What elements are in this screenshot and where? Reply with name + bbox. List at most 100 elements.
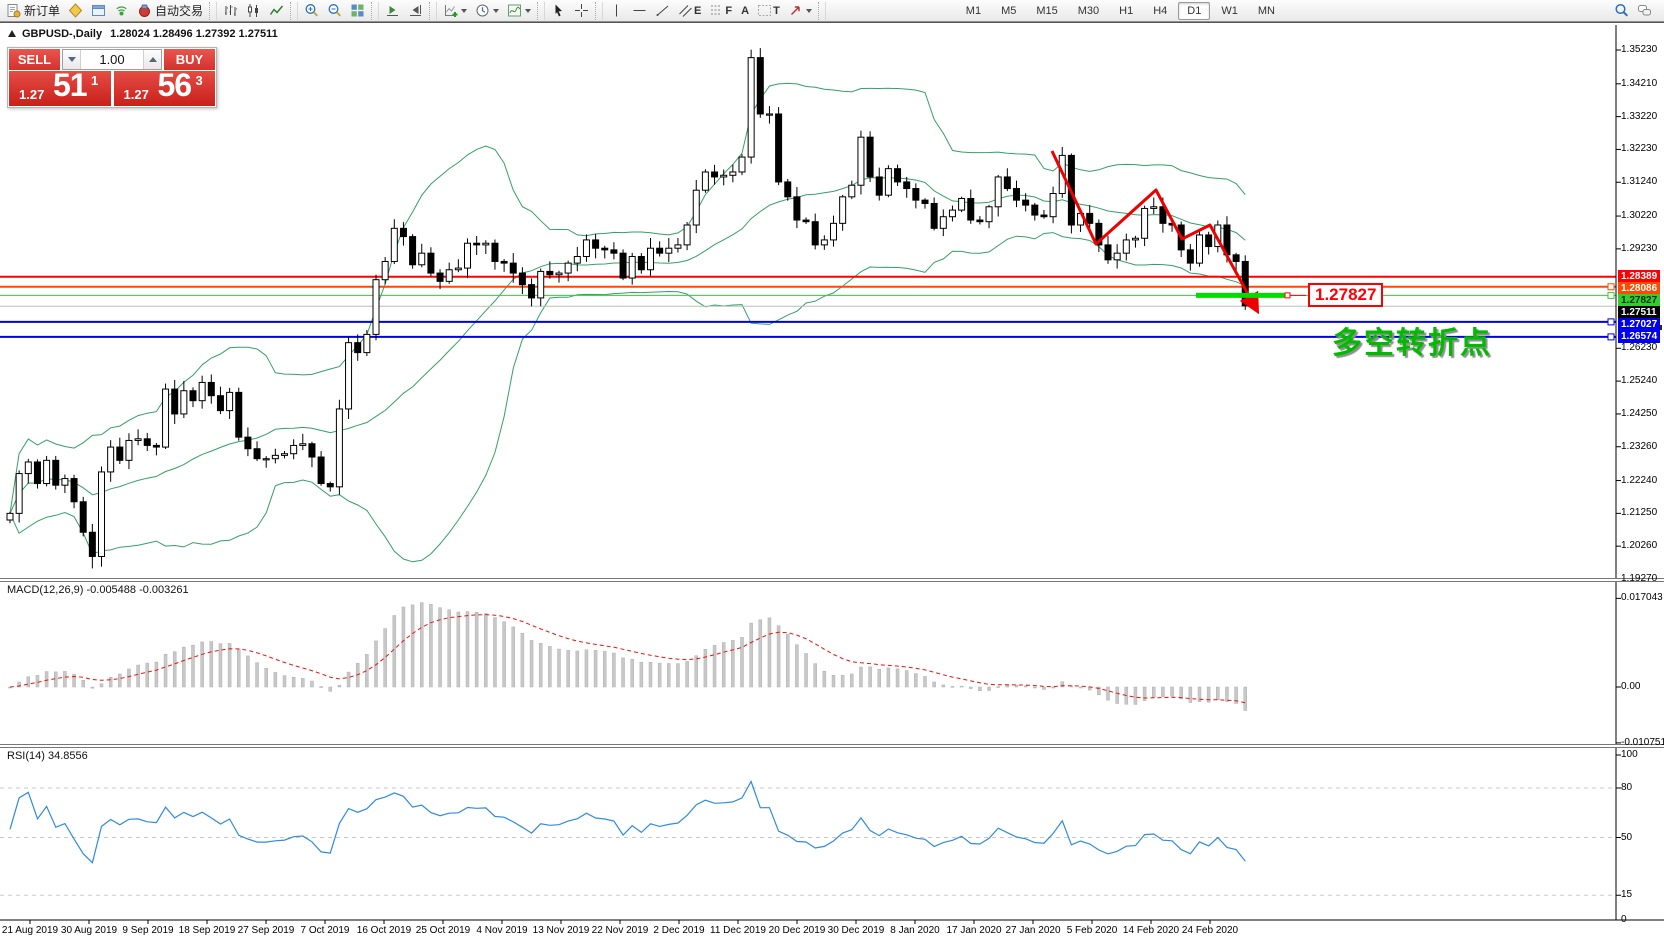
terminal-icon bbox=[92, 5, 106, 16]
panel-separator[interactable] bbox=[0, 744, 1664, 748]
chinese-annotation-text[interactable]: 多空转折点 bbox=[1332, 327, 1492, 360]
date-tick-label: 16 Oct 2019 bbox=[356, 925, 412, 936]
toolbar-indicators-button[interactable] bbox=[440, 0, 470, 21]
timeframe-M15[interactable]: M15 bbox=[1036, 4, 1058, 17]
toolbar-divider bbox=[290, 1, 299, 20]
auto-scroll-icon bbox=[387, 6, 399, 16]
toolbar-tile-windows-button[interactable] bbox=[347, 0, 368, 21]
main-chart-canvas[interactable] bbox=[0, 23, 1664, 942]
toolbar-terminal-button[interactable] bbox=[88, 0, 109, 21]
timeframe-H1[interactable]: H1 bbox=[1119, 4, 1134, 17]
toolbar-text-label-button[interactable]: T bbox=[754, 0, 783, 21]
one-click-trading-panel: SELL 1.00 BUY 1.27 51 1 1.27 56 3 bbox=[7, 47, 217, 108]
toolbar-fibonacci-button[interactable]: F bbox=[706, 0, 735, 21]
macd-tick-label: 0.017043 bbox=[1621, 592, 1663, 604]
price-tick-label: 1.23260 bbox=[1621, 440, 1658, 452]
timeframe-M5[interactable]: M5 bbox=[1001, 4, 1017, 17]
horizontal-line-icon bbox=[633, 10, 646, 11]
periods-icon bbox=[476, 4, 489, 17]
toolbar-autotrading-button[interactable]: 自动交易 bbox=[134, 0, 206, 21]
buy-price-box[interactable]: 1.27 56 3 bbox=[113, 71, 215, 106]
price-flag-label: 1.28086 bbox=[1618, 282, 1661, 296]
toolbar-candlestick-chart-button[interactable] bbox=[243, 0, 264, 21]
toolbar-text-button[interactable]: A bbox=[737, 0, 752, 21]
timeframe-D1[interactable]: D1 bbox=[1178, 1, 1211, 20]
zoom-out-icon bbox=[328, 4, 342, 17]
toolbar-cursor-button[interactable] bbox=[548, 0, 569, 21]
timeframe-MN[interactable]: MN bbox=[1257, 4, 1275, 17]
toolbar-divider bbox=[537, 1, 546, 20]
text-label-glyph: T bbox=[773, 4, 780, 17]
toolbar-vertical-line-button[interactable] bbox=[606, 0, 627, 21]
toolbar-arrows-button[interactable] bbox=[785, 0, 815, 21]
price-tick-label: 1.24250 bbox=[1621, 407, 1658, 419]
autotrading-label: 自动交易 bbox=[155, 4, 204, 18]
price-tick-label: 1.29230 bbox=[1621, 242, 1658, 254]
rsi-indicator-label: RSI(14) 34.8556 bbox=[7, 750, 88, 762]
line-chart-icon bbox=[269, 5, 284, 15]
rsi-tick-label: 0 bbox=[1621, 914, 1627, 925]
chart-title-bar[interactable]: GBPUSD-,Daily 1.28024 1.28496 1.27392 1.… bbox=[8, 28, 278, 40]
chevron-down-icon bbox=[493, 8, 500, 13]
chevron-down-icon bbox=[461, 8, 468, 13]
rsi-tick-label: 100 bbox=[1621, 749, 1638, 760]
chart-window[interactable]: GBPUSD-,Daily 1.28024 1.28496 1.27392 1.… bbox=[0, 22, 1664, 941]
text-glyph: A bbox=[741, 4, 750, 17]
toolbar-line-chart-button[interactable] bbox=[266, 0, 287, 21]
toolbar-auto-scroll-button[interactable] bbox=[382, 0, 403, 21]
date-tick-label: 8 Jan 2020 bbox=[890, 925, 940, 936]
crosshair-icon bbox=[575, 4, 589, 17]
rsi-tick-label: 50 bbox=[1621, 831, 1633, 843]
volume-input[interactable]: 1.00 bbox=[99, 52, 125, 67]
date-tick-label: 14 Feb 2020 bbox=[1122, 925, 1180, 936]
toolbar-crosshair-button[interactable] bbox=[571, 0, 592, 21]
toolbar-chat-button[interactable] bbox=[1634, 0, 1655, 21]
date-tick-label: 20 Dec 2019 bbox=[768, 925, 826, 936]
toolbar-metaeditor-button[interactable] bbox=[65, 0, 86, 21]
chevron-down-icon bbox=[805, 8, 812, 13]
toolbar-periods-button[interactable] bbox=[472, 0, 502, 21]
price-flag-label: 1.27027 bbox=[1618, 318, 1661, 332]
panel-separator[interactable] bbox=[0, 578, 1664, 582]
collapse-chart-icon[interactable] bbox=[8, 29, 16, 37]
price-tick-label: 1.33220 bbox=[1621, 110, 1658, 122]
date-tick-label: 27 Sep 2019 bbox=[237, 925, 295, 936]
buy-price-prefix: 1.27 bbox=[123, 87, 149, 102]
toolbar-zoom-in-button[interactable] bbox=[301, 0, 322, 21]
timeframe-H4[interactable]: H4 bbox=[1153, 4, 1168, 17]
toolbar-search-button[interactable] bbox=[1611, 0, 1632, 21]
tile-windows-icon bbox=[351, 4, 364, 17]
toolbar-horizontal-line-button[interactable] bbox=[629, 0, 650, 21]
sell-price-box[interactable]: 1.27 51 1 bbox=[9, 71, 111, 106]
volume-spinner: 1.00 bbox=[62, 49, 162, 70]
toolbar-trendline-button[interactable] bbox=[652, 0, 673, 21]
toolbar-chart-shift-button[interactable] bbox=[405, 0, 426, 21]
date-tick-label: 22 Nov 2019 bbox=[591, 925, 649, 936]
date-tick-label: 25 Oct 2019 bbox=[415, 925, 471, 936]
search-icon bbox=[1615, 3, 1629, 17]
sell-button[interactable]: SELL bbox=[9, 49, 60, 70]
zoom-in-icon bbox=[305, 4, 319, 17]
price-flag-label: 1.28389 bbox=[1618, 270, 1661, 284]
toolbar-templates-button[interactable] bbox=[504, 0, 534, 21]
templates-icon bbox=[508, 4, 522, 17]
equidistant-channel-icon bbox=[679, 5, 692, 17]
chart-shift-icon bbox=[410, 5, 422, 16]
volume-increase-button[interactable] bbox=[143, 50, 161, 69]
timeframe-M1[interactable]: M1 bbox=[965, 4, 982, 17]
autotrading-icon bbox=[139, 4, 151, 17]
toolbar-equidistant-channel-button[interactable]: E bbox=[675, 0, 704, 21]
price-flag-label: 1.27827 bbox=[1618, 294, 1661, 308]
toolbar-new-order-button[interactable]: 新订单 bbox=[3, 0, 63, 21]
date-tick-label: 27 Jan 2020 bbox=[1005, 925, 1061, 936]
toolbar-bar-chart-button[interactable] bbox=[220, 0, 241, 21]
timeframe-M30[interactable]: M30 bbox=[1077, 4, 1100, 17]
buy-button[interactable]: BUY bbox=[164, 49, 215, 70]
volume-decrease-button[interactable] bbox=[63, 50, 81, 69]
sell-price-prefix: 1.27 bbox=[19, 87, 45, 102]
timeframe-W1[interactable]: W1 bbox=[1221, 4, 1238, 17]
toolbar-zoom-out-button[interactable] bbox=[324, 0, 345, 21]
toolbar-signals-button[interactable] bbox=[111, 0, 132, 21]
price-callout-label[interactable]: 1.27827 bbox=[1308, 283, 1384, 308]
price-flag-label: 1.26574 bbox=[1618, 330, 1661, 344]
